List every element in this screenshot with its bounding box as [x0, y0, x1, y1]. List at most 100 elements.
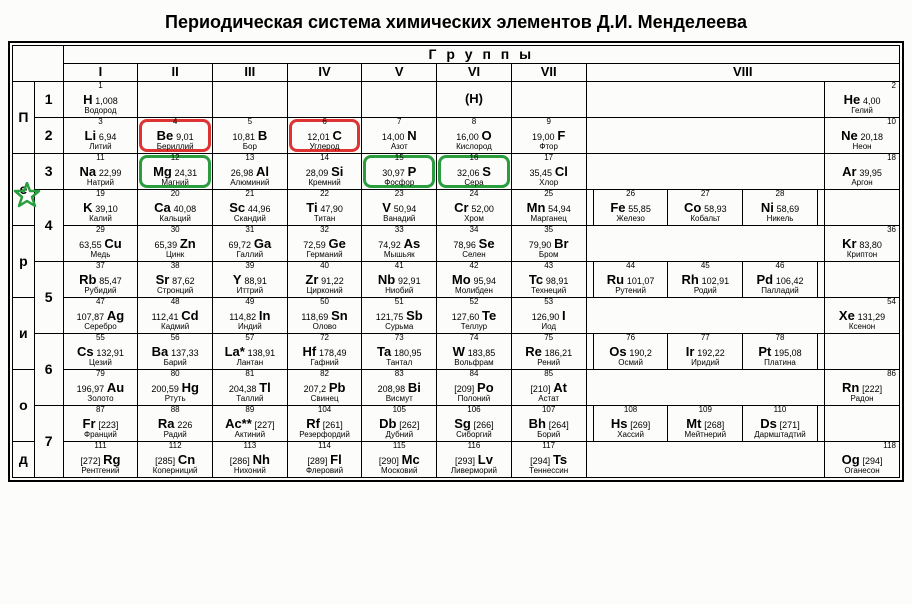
atomic-number: 118 — [825, 442, 899, 451]
element-cell-V: 23V 50,94Ванадий — [362, 190, 437, 226]
element-cell-Zn: 3065,39 ZnЦинк — [138, 226, 213, 262]
element-name: Теллур — [437, 323, 511, 332]
symbol: Na — [79, 164, 96, 179]
atomic-number: 80 — [138, 370, 212, 379]
element-cell-Re: 75Re 186,21Рений — [511, 334, 586, 370]
element-name: Цинк — [138, 251, 212, 260]
mass: 63,55 — [79, 240, 102, 250]
element-cell-Sg: 106Sg [266]Сиборгий — [437, 406, 512, 442]
element-name: Титан — [288, 215, 362, 224]
element-name: Скандий — [213, 215, 287, 224]
atomic-number: 111 — [64, 442, 138, 451]
element-name: Сиборгий — [437, 431, 511, 440]
element-name: Дубний — [362, 431, 436, 440]
element-name: Никель — [743, 215, 817, 224]
element-cell-Br: 3579,90 BrБром — [511, 226, 586, 262]
symbol: Pt — [758, 344, 771, 359]
mass: 178,49 — [319, 348, 347, 358]
atomic-number: 72 — [288, 334, 362, 343]
symbol: Rb — [79, 272, 96, 287]
element-cell-H: 1H 1,008Водород — [63, 82, 138, 118]
atomic-number: 84 — [437, 370, 511, 379]
group-6: VI — [437, 64, 512, 82]
element-cell-Co: 27Co 58,93Кобальт — [668, 190, 743, 226]
symbol: Rg — [103, 452, 120, 467]
element-name: Родий — [668, 287, 742, 296]
symbol: Ru — [607, 272, 624, 287]
atomic-number: 21 — [213, 190, 287, 199]
mass: 6,94 — [99, 132, 117, 142]
atomic-number: 26 — [594, 190, 668, 199]
element-name: Бериллий — [138, 143, 212, 152]
symbol: Mt — [686, 416, 701, 431]
element-cell-Zr: 40Zr 91,22Цирконий — [287, 262, 362, 298]
element-cell-Mt: 109Mt [268]Мейтнерий — [668, 406, 743, 442]
mass: 39,10 — [95, 204, 118, 214]
symbol: Pd — [757, 272, 774, 287]
element-name: Ксенон — [825, 323, 899, 332]
mass: 180,95 — [394, 348, 422, 358]
mass: [222] — [862, 384, 882, 394]
element-cell-Cl: 1735,45 ClХлор — [511, 154, 586, 190]
periodic-table: Г р у п п ы I II III IV V VI VII VIII П1… — [8, 41, 904, 482]
period-7: 7 — [34, 406, 63, 478]
element-cell-Kr: 36Kr 83,80Криптон — [825, 226, 900, 262]
element-cell-Sr: 38Sr 87,62Стронций — [138, 262, 213, 298]
element-cell-Ra: 88Ra 226Радий — [138, 406, 213, 442]
atomic-number: 37 — [64, 262, 138, 271]
symbol: Li — [85, 128, 97, 143]
element-name: Хассий — [594, 431, 668, 440]
atomic-number: 79 — [64, 370, 138, 379]
element-cell-Pt: 78Pt 195,08Платина — [743, 334, 818, 370]
mass: 208,98 — [378, 384, 406, 394]
atomic-number: 81 — [213, 370, 287, 379]
empty-cell — [511, 82, 586, 118]
mass: [223] — [98, 420, 118, 430]
symbol: S — [482, 164, 491, 179]
element-cell-Bi: 83208,98 BiВисмут — [362, 370, 437, 406]
mass: [266] — [474, 420, 494, 430]
element-cell-Te: 52127,60 TeТеллур — [437, 298, 512, 334]
side-letter: о — [13, 370, 35, 442]
star-marker-period-3 — [12, 182, 42, 212]
symbol: P — [408, 164, 417, 179]
side-letter: и — [13, 298, 35, 370]
element-name: Сера — [437, 179, 511, 188]
element-cell-Ag: 47107,87 AgСеребро — [63, 298, 138, 334]
atomic-number: 53 — [512, 298, 586, 307]
gap — [817, 334, 824, 370]
empty-cell — [825, 262, 900, 298]
atomic-number: 30 — [138, 226, 212, 235]
element-name: Хром — [437, 215, 511, 224]
side-letter: р — [13, 226, 35, 298]
symbol: Hg — [182, 380, 199, 395]
symbol: Ac** — [225, 416, 252, 431]
element-name: Вольфрам — [437, 359, 511, 368]
period-6: 6 — [34, 334, 63, 406]
element-name: Теннессин — [512, 467, 586, 476]
element-name: Оганесон — [825, 467, 899, 476]
symbol: Cs — [77, 344, 94, 359]
element-name: Золото — [64, 395, 138, 404]
element-cell-I: 53126,90 IИод — [511, 298, 586, 334]
atomic-number: 110 — [743, 406, 817, 415]
mass: 55,85 — [628, 204, 651, 214]
element-cell-Rb: 37Rb 85,47Рубидий — [63, 262, 138, 298]
element-cell-Cn: 112[285] CnКоперниций — [138, 442, 213, 478]
element-cell-Ni: 28Ni 58,69Никель — [743, 190, 818, 226]
element-cell-Tl: 81204,38 TlТаллий — [213, 370, 288, 406]
element-cell-Lv: 116[293] LvЛиверморий — [437, 442, 512, 478]
element-name: Дармштадтий — [743, 431, 817, 440]
mass: 52,00 — [471, 204, 494, 214]
mass: [269] — [630, 420, 650, 430]
mass: 204,38 — [229, 384, 257, 394]
atomic-number: 107 — [512, 406, 586, 415]
mass: 54,94 — [548, 204, 571, 214]
element-cell-Ga: 3169,72 GaГаллий — [213, 226, 288, 262]
symbol: W — [453, 344, 465, 359]
element-cell-Ne: 10Ne 20,18Неон — [825, 118, 900, 154]
mass: 127,60 — [452, 312, 480, 322]
gap — [817, 190, 824, 226]
element-cell-Ru: 44Ru 101,07Рутений — [593, 262, 668, 298]
symbol: Si — [331, 164, 343, 179]
